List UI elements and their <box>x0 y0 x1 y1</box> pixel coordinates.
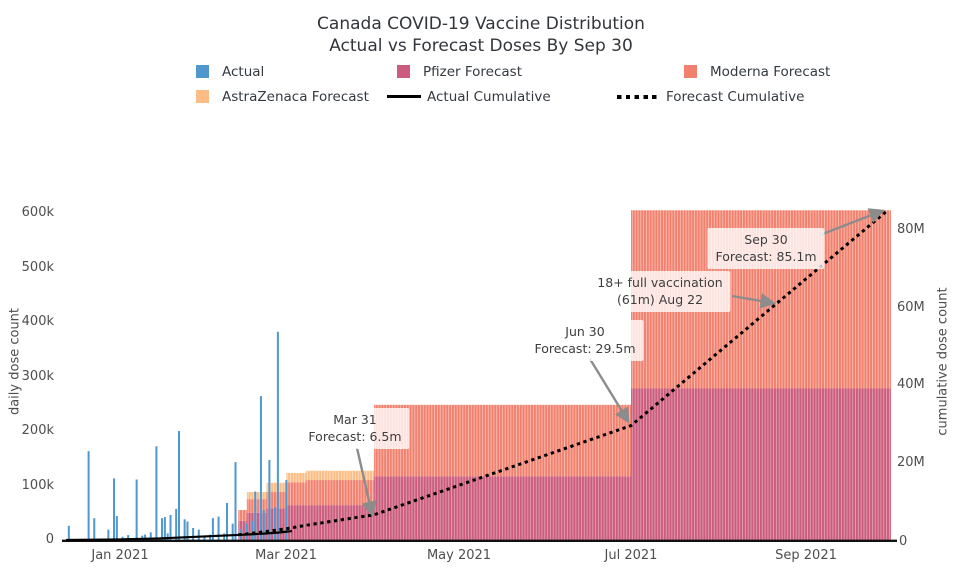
annotation-mar31: Mar 31 Forecast: 6.5m <box>300 408 410 449</box>
legend-swatch-actual[interactable] <box>196 65 209 78</box>
annotation-mar31-line1: Mar 31 <box>333 412 377 427</box>
annotation-arrow-jun30 <box>588 358 630 424</box>
y-right-tick-40m: 40M <box>897 377 925 392</box>
y-right-tick-20m: 20M <box>897 454 925 470</box>
legend-swatch-forecast-cumulative[interactable] <box>617 95 659 99</box>
annotation-sep30: Sep 30 Forecast: 85.1m <box>707 228 825 269</box>
legend-item-actual-cumulative[interactable]: Actual Cumulative <box>427 89 551 105</box>
y-left-tick-400k: 400k <box>21 314 54 329</box>
legend-item-forecast-cumulative[interactable]: Forecast Cumulative <box>666 89 805 105</box>
y-left-tick-200k: 200k <box>21 423 54 438</box>
actual-bars-group <box>67 331 288 540</box>
annotation-arrow-sep30 <box>819 208 885 237</box>
annotation-mar31-line2: Forecast: 6.5m <box>308 429 402 445</box>
y-left-tick-500k: 500k <box>21 259 54 275</box>
legend-swatch-astrazeneca[interactable] <box>196 90 209 103</box>
forecast-cumulative-line <box>238 208 890 537</box>
x-tick-sep: Sep 2021 <box>775 548 837 563</box>
legend-swatch-actual-cumulative[interactable] <box>387 95 421 98</box>
x-tick-jan: Jan 2021 <box>91 548 149 563</box>
actual-cumulative-line <box>65 529 293 542</box>
y-right-tick-80m: 80M <box>897 222 925 237</box>
x-tick-may: May 2021 <box>426 548 492 563</box>
y-right-tick-0: 0 <box>899 534 908 549</box>
annotation-aug22-line1: 18+ full vaccination <box>597 275 723 290</box>
y-left-tick-600k: 600k <box>21 205 54 220</box>
legend-item-actual[interactable]: Actual <box>222 64 265 80</box>
legend-swatch-pfizer[interactable] <box>397 65 410 78</box>
chart-subtitle: Actual vs Forecast Doses By Sep 30 <box>329 36 633 56</box>
annotation-aug22: 18+ full vaccination (61m) Aug 22 <box>589 271 731 312</box>
annotation-arrow-mar31 <box>355 447 377 518</box>
annotation-sep30-line1: Sep 30 <box>744 232 788 247</box>
legend-swatch-moderna[interactable] <box>684 65 697 78</box>
y-right-tick-60m: 60M <box>897 299 925 315</box>
y-left-tick-0: 0 <box>45 532 54 547</box>
annotation-jun30-line2: Forecast: 29.5m <box>534 341 636 357</box>
chart-title: Canada COVID-19 Vaccine Distribution <box>317 14 645 34</box>
y-left-tick-100k: 100k <box>21 477 54 493</box>
annotation-sep30-line2: Forecast: 85.1m <box>715 249 817 265</box>
annotation-jun30: Jun 30 Forecast: 29.5m <box>526 320 644 361</box>
y-left-tick-300k: 300k <box>21 368 54 384</box>
legend-item-astrazeneca[interactable]: AstraZenaca Forecast <box>222 89 369 105</box>
annotation-aug22-line2: (61m) Aug 22 <box>616 292 704 308</box>
legend-item-moderna[interactable]: Moderna Forecast <box>710 64 831 80</box>
legend-item-pfizer[interactable]: Pfizer Forecast <box>423 64 523 80</box>
x-tick-jul: Jul 2021 <box>604 548 658 563</box>
forecast-bars-group <box>238 210 891 540</box>
annotation-jun30-line1: Jun 30 <box>565 324 605 339</box>
annotation-arrow-aug22 <box>731 293 777 309</box>
x-tick-mar: Mar 2021 <box>255 548 317 563</box>
